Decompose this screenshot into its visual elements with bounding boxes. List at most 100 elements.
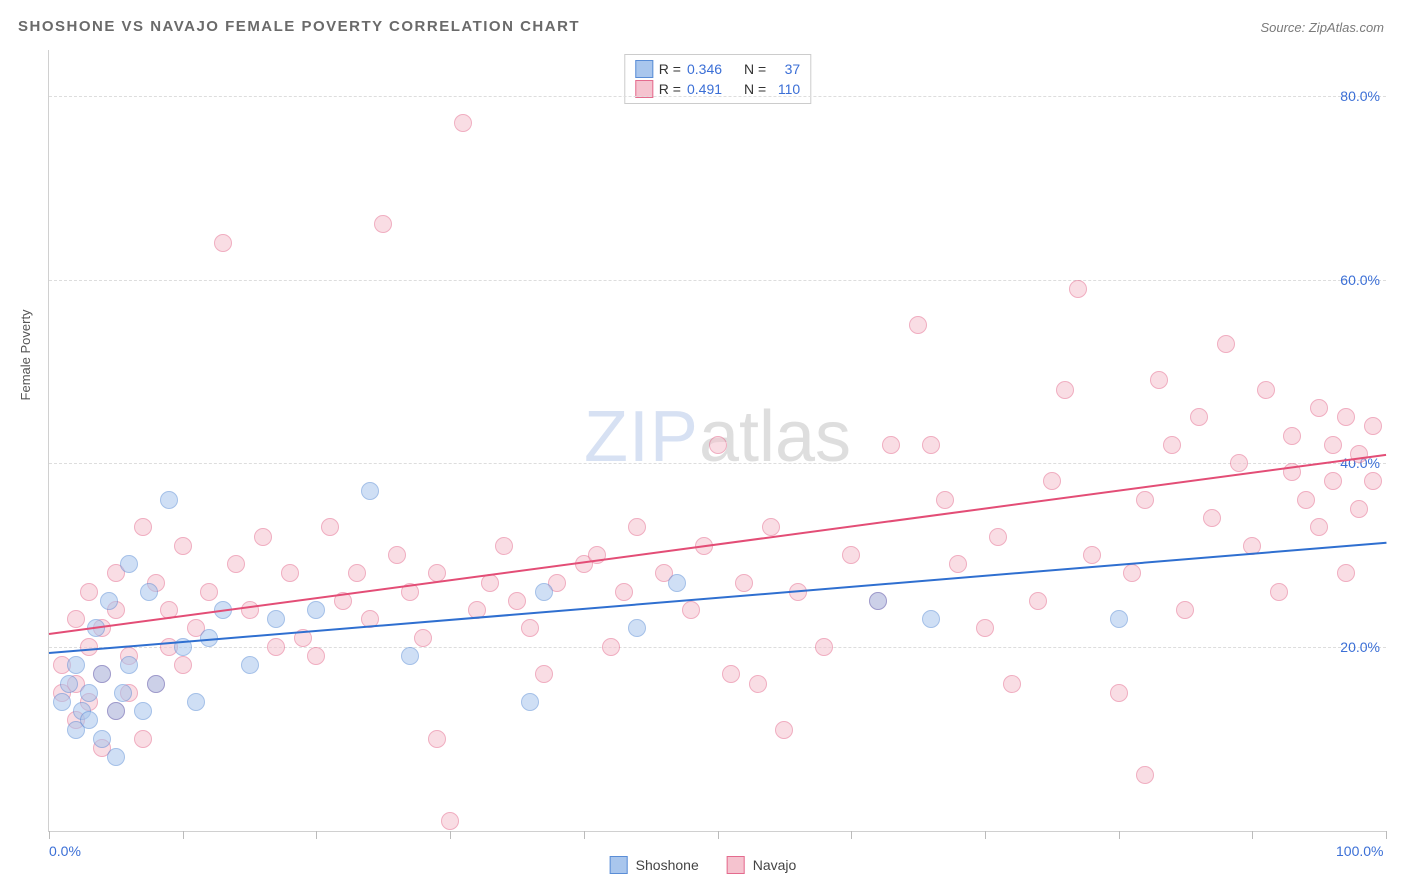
- x-tick: [985, 831, 986, 839]
- data-point: [80, 711, 98, 729]
- data-point: [1337, 564, 1355, 582]
- gridline: [49, 463, 1386, 464]
- data-point: [628, 518, 646, 536]
- data-point: [1324, 472, 1342, 490]
- data-point: [1069, 280, 1087, 298]
- data-point: [241, 656, 259, 674]
- data-point: [909, 316, 927, 334]
- data-point: [454, 114, 472, 132]
- data-point: [1110, 684, 1128, 702]
- data-point: [1176, 601, 1194, 619]
- trend-line: [49, 542, 1386, 654]
- data-point: [107, 748, 125, 766]
- data-point: [140, 583, 158, 601]
- gridline: [49, 96, 1386, 97]
- data-point: [1163, 436, 1181, 454]
- data-point: [1337, 408, 1355, 426]
- data-point: [762, 518, 780, 536]
- source-label: Source: ZipAtlas.com: [1260, 20, 1384, 35]
- legend-swatch: [610, 856, 628, 874]
- data-point: [441, 812, 459, 830]
- chart-title: SHOSHONE VS NAVAJO FEMALE POVERTY CORREL…: [18, 18, 580, 35]
- data-point: [53, 693, 71, 711]
- y-tick-label: 60.0%: [1340, 272, 1380, 288]
- n-value: 37: [772, 59, 800, 79]
- stats-row: R =0.346N =37: [635, 59, 800, 79]
- data-point: [1043, 472, 1061, 490]
- data-point: [93, 730, 111, 748]
- data-point: [267, 638, 285, 656]
- data-point: [80, 638, 98, 656]
- data-point: [374, 215, 392, 233]
- data-point: [521, 619, 539, 637]
- data-point: [114, 684, 132, 702]
- data-point: [1310, 518, 1328, 536]
- x-tick: [718, 831, 719, 839]
- data-point: [388, 546, 406, 564]
- data-point: [80, 583, 98, 601]
- data-point: [134, 730, 152, 748]
- data-point: [93, 665, 111, 683]
- data-point: [254, 528, 272, 546]
- data-point: [1083, 546, 1101, 564]
- data-point: [160, 491, 178, 509]
- data-point: [495, 537, 513, 555]
- x-tick-label: 0.0%: [49, 843, 81, 859]
- legend: Shoshone Navajo: [610, 856, 797, 874]
- data-point: [709, 436, 727, 454]
- data-point: [1230, 454, 1248, 472]
- y-axis-title: Female Poverty: [18, 309, 33, 400]
- data-point: [842, 546, 860, 564]
- data-point: [60, 675, 78, 693]
- data-point: [174, 537, 192, 555]
- data-point: [1364, 472, 1382, 490]
- r-value: 0.346: [687, 59, 722, 79]
- data-point: [735, 574, 753, 592]
- data-point: [1029, 592, 1047, 610]
- data-point: [307, 647, 325, 665]
- data-point: [508, 592, 526, 610]
- data-point: [67, 656, 85, 674]
- data-point: [815, 638, 833, 656]
- data-point: [615, 583, 633, 601]
- x-tick: [450, 831, 451, 839]
- data-point: [1350, 500, 1368, 518]
- data-point: [682, 601, 700, 619]
- data-point: [241, 601, 259, 619]
- data-point: [1310, 399, 1328, 417]
- data-point: [281, 564, 299, 582]
- data-point: [227, 555, 245, 573]
- y-tick-label: 80.0%: [1340, 88, 1380, 104]
- data-point: [120, 656, 138, 674]
- data-point: [922, 610, 940, 628]
- data-point: [348, 564, 366, 582]
- data-point: [976, 619, 994, 637]
- data-point: [361, 482, 379, 500]
- data-point: [401, 647, 419, 665]
- x-tick-label: 100.0%: [1336, 843, 1383, 859]
- data-point: [535, 583, 553, 601]
- legend-label: Navajo: [753, 857, 797, 873]
- data-point: [869, 592, 887, 610]
- plot-area: ZIPatlas R =0.346N =37R =0.491N =110 20.…: [48, 50, 1386, 832]
- data-point: [120, 555, 138, 573]
- data-point: [535, 665, 553, 683]
- legend-item: Navajo: [727, 856, 797, 874]
- gridline: [49, 647, 1386, 648]
- data-point: [936, 491, 954, 509]
- data-point: [749, 675, 767, 693]
- data-point: [1003, 675, 1021, 693]
- data-point: [1297, 491, 1315, 509]
- data-point: [1136, 491, 1154, 509]
- x-tick: [1252, 831, 1253, 839]
- x-tick: [316, 831, 317, 839]
- data-point: [1136, 766, 1154, 784]
- data-point: [1150, 371, 1168, 389]
- data-point: [949, 555, 967, 573]
- data-point: [307, 601, 325, 619]
- data-point: [267, 610, 285, 628]
- legend-item: Shoshone: [610, 856, 699, 874]
- data-point: [414, 629, 432, 647]
- data-point: [147, 675, 165, 693]
- y-tick-label: 20.0%: [1340, 639, 1380, 655]
